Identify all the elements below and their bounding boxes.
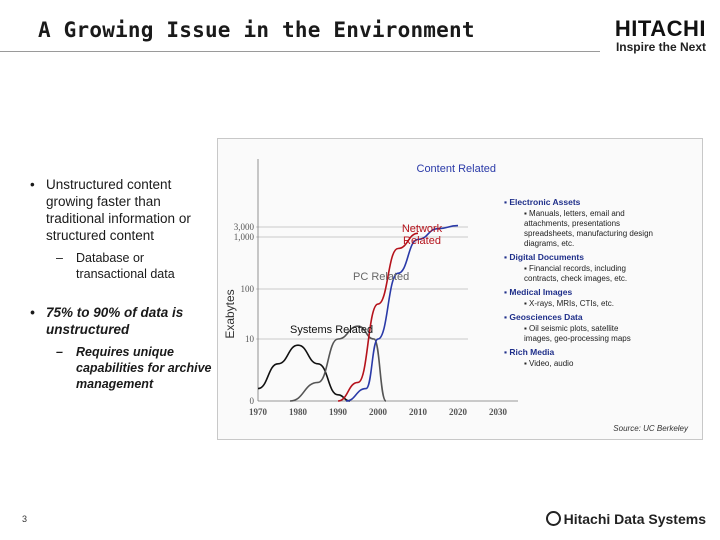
page-number: 3 — [22, 514, 28, 524]
sub-bullet-item: – Database or transactional data — [24, 250, 214, 282]
x-tick-label: 1980 — [289, 407, 308, 417]
annotation-item: contracts, check images, etc. — [524, 274, 627, 283]
y-axis-label: Exabytes — [223, 289, 237, 338]
title-divider — [0, 51, 600, 52]
y-tick-label: 0 — [250, 396, 255, 406]
series-line — [289, 325, 387, 402]
bullet-item: • Unstructured content growing faster th… — [24, 176, 214, 244]
annotation-heading: ▪ Rich Media — [504, 347, 555, 357]
x-tick-label: 2000 — [369, 407, 388, 417]
x-tick-label: 1970 — [249, 407, 268, 417]
chart-source: Source: UC Berkeley — [613, 424, 689, 433]
bullet-icon: • — [30, 177, 35, 192]
bullet-item: • 75% to 90% of data is unstructured — [24, 304, 214, 338]
bullet-text: Unstructured content growing faster than… — [46, 177, 191, 243]
sub-bullet-text: Requires unique capabilities for archive… — [76, 345, 212, 391]
x-tick-label: 2030 — [489, 407, 508, 417]
series-label: Systems Related — [290, 324, 373, 336]
hitachi-mark-icon — [545, 511, 561, 526]
series-label: Related — [403, 235, 441, 247]
y-tick-label: 3,000 — [234, 222, 255, 232]
sub-bullet-text: Database or transactional data — [76, 251, 175, 281]
series-line — [345, 224, 459, 402]
footer-brand: Hitachi Data Systems — [545, 511, 706, 527]
brand-name: HITACHI — [614, 16, 706, 41]
annotation-heading: ▪ Electronic Assets — [504, 197, 581, 207]
series-label: Content Related — [417, 163, 497, 175]
y-tick-label: 100 — [241, 284, 255, 294]
brand-tagline: Inspire the Next — [615, 40, 706, 54]
annotation-item: ▪ X-rays, MRIs, CTIs, etc. — [524, 299, 614, 308]
bullet-icon: • — [30, 305, 35, 320]
series-label: PC Related — [353, 271, 409, 283]
annotation-item: ▪ Video, audio — [524, 359, 574, 368]
series-line — [257, 344, 351, 402]
y-tick-label: 1,000 — [234, 232, 255, 242]
x-tick-label: 1990 — [329, 407, 348, 417]
annotation-item: images, geo-processing maps — [524, 334, 631, 343]
bullet-list: • Unstructured content growing faster th… — [24, 176, 214, 392]
series-line — [337, 232, 419, 402]
sub-bullet-item: – Requires unique capabilities for archi… — [24, 344, 214, 392]
x-tick-label: 2010 — [409, 407, 428, 417]
bullet-text: 75% to 90% of data is unstructured — [46, 305, 184, 337]
slide-title: A Growing Issue in the Environment — [38, 18, 475, 42]
x-tick-label: 2020 — [449, 407, 468, 417]
annotation-heading: ▪ Digital Documents — [504, 252, 584, 262]
annotation-item: spreadsheets, manufacturing design — [524, 229, 653, 238]
brand-logo: HITACHI Inspire the Next — [614, 16, 706, 55]
annotation-item: ▪ Financial records, including — [524, 264, 626, 273]
data-growth-chart: Exabytes 0 10 100 1,000 3,000 1970 1980 1990 20… — [217, 138, 703, 440]
annotation-item: ▪ Manuals, letters, email and — [524, 209, 625, 218]
annotation-item: diagrams, etc. — [524, 239, 574, 248]
annotation-item: ▪ Oil seismic plots, satellite — [524, 324, 619, 333]
footer-brand-text: Hitachi Data Systems — [563, 511, 706, 527]
annotation-heading: ▪ Geosciences Data — [504, 312, 583, 322]
annotation-heading: ▪ Medical Images — [504, 287, 572, 297]
dash-icon: – — [56, 251, 63, 265]
y-tick-label: 10 — [245, 334, 255, 344]
annotation-item: attachments, presentations — [524, 219, 620, 228]
series-label: Network — [402, 223, 443, 235]
dash-icon: – — [56, 345, 63, 359]
